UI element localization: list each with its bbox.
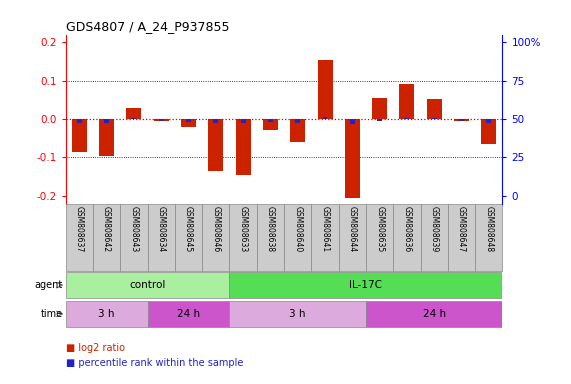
Bar bbox=[421, 204, 448, 271]
Bar bbox=[400, 84, 415, 119]
Bar bbox=[66, 272, 230, 298]
Text: GSM808641: GSM808641 bbox=[320, 205, 329, 252]
Text: GSM808643: GSM808643 bbox=[130, 205, 138, 252]
Bar bbox=[72, 119, 87, 152]
Bar bbox=[93, 204, 120, 271]
Bar bbox=[448, 204, 475, 271]
Bar bbox=[323, 117, 328, 119]
Bar bbox=[120, 204, 147, 271]
Text: GSM808648: GSM808648 bbox=[484, 205, 493, 252]
Bar bbox=[268, 119, 273, 122]
Text: GSM808647: GSM808647 bbox=[457, 205, 466, 252]
Text: 3 h: 3 h bbox=[98, 309, 115, 319]
Text: 24 h: 24 h bbox=[177, 309, 200, 319]
Text: GSM808646: GSM808646 bbox=[211, 205, 220, 252]
Text: 3 h: 3 h bbox=[289, 309, 306, 319]
Bar bbox=[481, 119, 496, 144]
Text: ■ log2 ratio: ■ log2 ratio bbox=[66, 343, 124, 353]
Bar bbox=[147, 204, 175, 271]
Bar bbox=[147, 301, 230, 327]
Text: GSM808640: GSM808640 bbox=[293, 205, 302, 252]
Bar bbox=[208, 119, 223, 171]
Text: GSM808638: GSM808638 bbox=[266, 205, 275, 252]
Bar bbox=[186, 119, 191, 122]
Text: ■ percentile rank within the sample: ■ percentile rank within the sample bbox=[66, 358, 243, 368]
Bar bbox=[311, 204, 339, 271]
Text: time: time bbox=[41, 309, 63, 319]
Bar bbox=[393, 204, 421, 271]
Bar bbox=[284, 204, 311, 271]
Bar bbox=[104, 119, 109, 123]
Bar bbox=[339, 204, 366, 271]
Bar bbox=[126, 108, 142, 119]
Bar bbox=[66, 204, 93, 271]
Text: GSM808636: GSM808636 bbox=[403, 205, 412, 252]
Bar bbox=[214, 119, 218, 123]
Text: GSM808634: GSM808634 bbox=[156, 205, 166, 252]
Bar bbox=[486, 119, 491, 123]
Text: GSM808635: GSM808635 bbox=[375, 205, 384, 252]
Bar bbox=[159, 119, 164, 121]
Bar bbox=[230, 204, 257, 271]
Text: GDS4807 / A_24_P937855: GDS4807 / A_24_P937855 bbox=[66, 20, 229, 33]
Text: GSM808642: GSM808642 bbox=[102, 205, 111, 252]
Text: agent: agent bbox=[35, 280, 63, 290]
Bar bbox=[427, 99, 442, 119]
Bar bbox=[236, 119, 251, 175]
Bar bbox=[66, 301, 147, 327]
Text: control: control bbox=[130, 280, 166, 290]
Text: 24 h: 24 h bbox=[423, 309, 446, 319]
Bar bbox=[454, 119, 469, 121]
Bar bbox=[257, 204, 284, 271]
Bar bbox=[240, 119, 246, 123]
Bar bbox=[459, 119, 464, 121]
Bar bbox=[366, 301, 502, 327]
Bar bbox=[475, 204, 502, 271]
Bar bbox=[175, 204, 202, 271]
Bar bbox=[290, 119, 305, 142]
Bar bbox=[295, 119, 300, 123]
Bar bbox=[154, 119, 168, 121]
Bar bbox=[263, 119, 278, 130]
Bar bbox=[372, 98, 387, 119]
Bar bbox=[77, 119, 82, 123]
Bar bbox=[230, 272, 502, 298]
Bar bbox=[317, 60, 332, 119]
Text: GSM808633: GSM808633 bbox=[239, 205, 248, 252]
Text: GSM808637: GSM808637 bbox=[75, 205, 84, 252]
Bar bbox=[404, 118, 409, 119]
Bar bbox=[345, 119, 360, 198]
Text: GSM808644: GSM808644 bbox=[348, 205, 357, 252]
Text: GSM808639: GSM808639 bbox=[430, 205, 439, 252]
Bar bbox=[377, 119, 382, 121]
Text: IL-17C: IL-17C bbox=[349, 280, 383, 290]
Bar bbox=[230, 301, 366, 327]
Bar bbox=[350, 119, 355, 124]
Bar bbox=[181, 119, 196, 127]
Bar bbox=[202, 204, 230, 271]
Bar bbox=[99, 119, 114, 156]
Bar bbox=[366, 204, 393, 271]
Bar bbox=[432, 118, 437, 119]
Text: GSM808645: GSM808645 bbox=[184, 205, 193, 252]
Bar bbox=[131, 118, 136, 119]
